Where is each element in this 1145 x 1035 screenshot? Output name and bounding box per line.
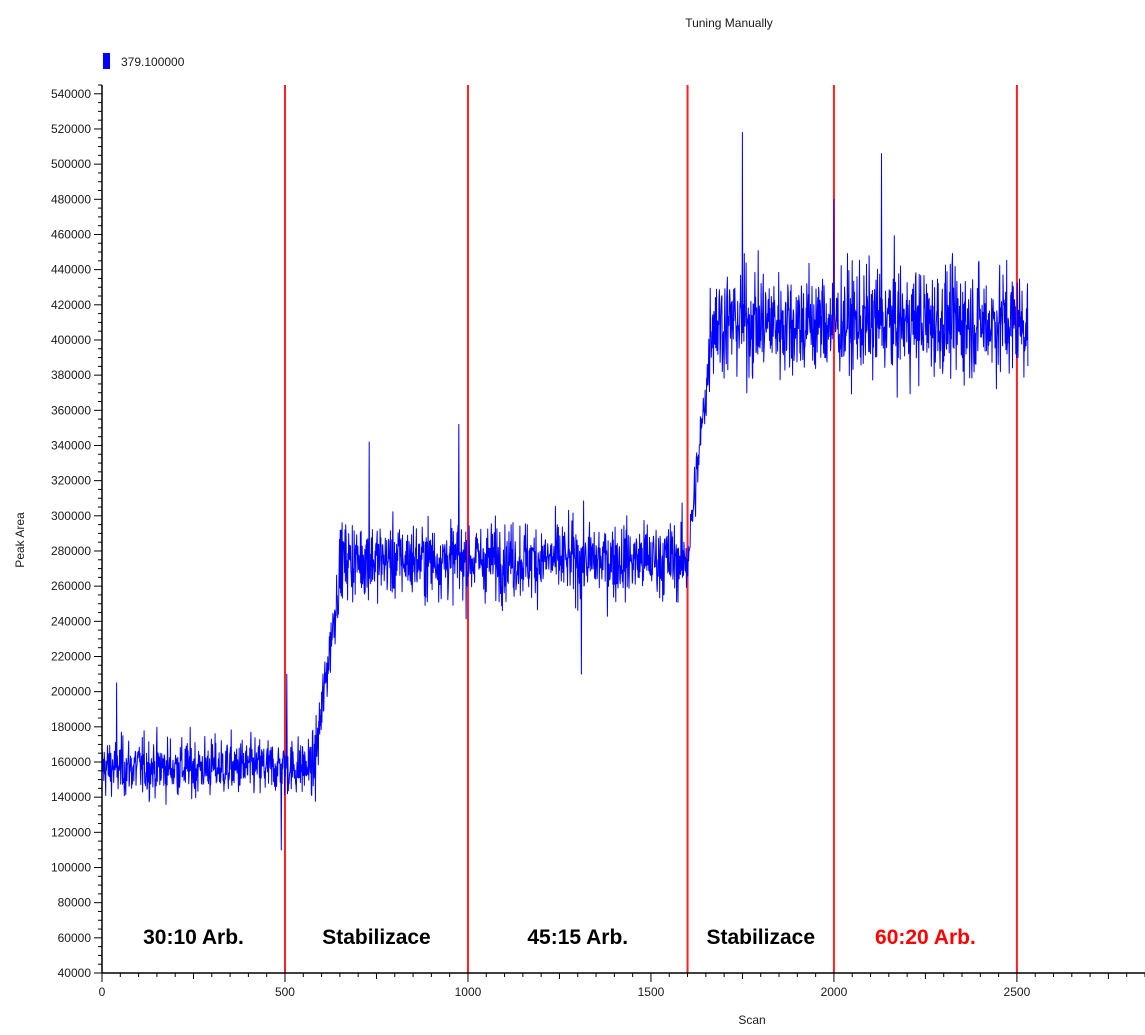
x-tick-label: 1000 [455, 985, 482, 999]
region-label-2: Stabilizace [322, 926, 431, 949]
y-tick-label: 340000 [51, 438, 91, 452]
y-tick-label: 180000 [51, 720, 91, 734]
vertical-markers [283, 85, 1018, 973]
x-tick-label: 500 [275, 985, 295, 999]
y-tick-label: 440000 [51, 263, 91, 277]
legend-swatch [103, 53, 110, 69]
y-tick-label: 320000 [51, 474, 91, 488]
series-layer [101, 132, 1029, 851]
y-tick-label: 240000 [51, 614, 91, 628]
y-tick-label: 360000 [51, 403, 91, 417]
region-label-3: 45:15 Arb. [527, 926, 628, 949]
region-label-4: Stabilizace [706, 926, 815, 949]
y-tick-label: 300000 [51, 509, 91, 523]
y-tick-label: 80000 [58, 896, 92, 910]
axes: 40000 60000 80000 100000 120000 140000 160000 1… [51, 84, 1145, 999]
x-tick-label: 0 [99, 985, 106, 999]
y-tick-label: 400000 [51, 333, 91, 347]
y-tick-label: 420000 [51, 298, 91, 312]
x-tick-label: 1500 [638, 985, 665, 999]
y-tick-label: 480000 [51, 192, 91, 206]
region-label-5: 60:20 Arb. [875, 926, 976, 949]
y-tick-label: 380000 [51, 368, 91, 382]
y-tick-label: 280000 [51, 544, 91, 558]
y-tick-label: 160000 [51, 755, 91, 769]
y-tick-label: 100000 [51, 860, 91, 874]
y-tick-label: 520000 [51, 122, 91, 136]
y-tick-label: 60000 [58, 931, 92, 945]
y-tick-label: 140000 [51, 790, 91, 804]
legend: 379.100000 [103, 53, 185, 69]
annotations-layer: 30:10 Arb. Stabilizace 45:15 Arb. Stabiliza… [143, 926, 976, 949]
y-tick-label: 40000 [58, 966, 92, 980]
chart-title: Tuning Manually [685, 16, 773, 30]
y-axis-label: Peak Area [13, 512, 27, 568]
region-label-1: 30:10 Arb. [143, 926, 244, 949]
y-tick-label: 260000 [51, 579, 91, 593]
y-tick-label: 500000 [51, 157, 91, 171]
y-tick-label: 120000 [51, 825, 91, 839]
x-tick-label: 2500 [1004, 985, 1031, 999]
series-line-1 [101, 132, 1029, 851]
y-tick-label: 200000 [51, 685, 91, 699]
x-tick-label: 2000 [821, 985, 848, 999]
y-tick-label: 460000 [51, 227, 91, 241]
x-axis-label: Scan [738, 1013, 765, 1027]
y-tick-label: 220000 [51, 649, 91, 663]
legend-label: 379.100000 [121, 55, 185, 69]
y-tick-label: 540000 [51, 87, 91, 101]
